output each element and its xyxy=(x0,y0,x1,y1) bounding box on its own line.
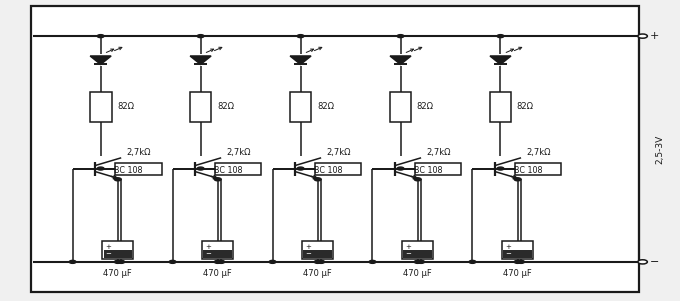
Text: 470 μF: 470 μF xyxy=(303,269,332,278)
Bar xyxy=(302,241,333,259)
Text: 2,7kΩ: 2,7kΩ xyxy=(126,148,151,157)
Circle shape xyxy=(397,167,404,170)
Polygon shape xyxy=(90,56,111,64)
Text: 82Ω: 82Ω xyxy=(417,102,434,111)
Text: 2,7kΩ: 2,7kΩ xyxy=(326,148,351,157)
Polygon shape xyxy=(390,56,411,64)
Circle shape xyxy=(497,35,504,38)
Bar xyxy=(303,250,332,258)
Text: 470 μF: 470 μF xyxy=(203,269,232,278)
Bar xyxy=(115,163,162,175)
Bar xyxy=(390,92,411,122)
Bar xyxy=(215,163,261,175)
Text: +: + xyxy=(305,244,311,250)
Circle shape xyxy=(114,178,121,181)
Circle shape xyxy=(214,260,221,263)
Circle shape xyxy=(369,260,376,263)
Bar xyxy=(103,250,132,258)
Circle shape xyxy=(169,260,176,263)
Circle shape xyxy=(397,35,404,38)
Bar xyxy=(503,250,532,258)
Bar xyxy=(90,92,112,122)
Circle shape xyxy=(197,35,204,38)
Bar xyxy=(415,163,461,175)
Circle shape xyxy=(497,167,504,170)
Text: −: − xyxy=(205,252,211,257)
Bar xyxy=(102,241,133,259)
Circle shape xyxy=(114,260,121,263)
Text: −: − xyxy=(405,252,411,257)
Circle shape xyxy=(418,260,424,263)
Bar xyxy=(31,6,639,292)
Text: 470 μF: 470 μF xyxy=(103,269,132,278)
Circle shape xyxy=(97,167,104,170)
Text: −: − xyxy=(505,252,511,257)
Circle shape xyxy=(218,260,224,263)
Bar xyxy=(403,250,432,258)
Circle shape xyxy=(514,178,521,181)
Text: 470 μF: 470 μF xyxy=(403,269,432,278)
Text: 2,7kΩ: 2,7kΩ xyxy=(526,148,551,157)
Text: 2,7kΩ: 2,7kΩ xyxy=(226,148,251,157)
Text: BC 108: BC 108 xyxy=(414,166,443,175)
Bar xyxy=(202,241,233,259)
Bar xyxy=(190,92,211,122)
Bar xyxy=(490,92,511,122)
Text: 82Ω: 82Ω xyxy=(517,102,534,111)
Bar xyxy=(203,250,232,258)
Text: +: + xyxy=(405,244,411,250)
Circle shape xyxy=(297,167,304,170)
Bar xyxy=(502,241,533,259)
Circle shape xyxy=(469,260,476,263)
Polygon shape xyxy=(290,56,311,64)
Polygon shape xyxy=(490,56,511,64)
Text: BC 108: BC 108 xyxy=(314,166,343,175)
Text: +: + xyxy=(649,31,659,41)
Text: BC 108: BC 108 xyxy=(514,166,543,175)
Circle shape xyxy=(214,178,221,181)
Text: +: + xyxy=(205,244,211,250)
Text: −: − xyxy=(305,252,311,257)
Text: BC 108: BC 108 xyxy=(114,166,143,175)
Bar xyxy=(515,163,562,175)
Text: 470 μF: 470 μF xyxy=(503,269,532,278)
Circle shape xyxy=(414,178,421,181)
Polygon shape xyxy=(190,56,211,64)
Circle shape xyxy=(197,167,204,170)
Text: 82Ω: 82Ω xyxy=(317,102,334,111)
Bar xyxy=(402,241,433,259)
Circle shape xyxy=(638,34,647,38)
Circle shape xyxy=(97,35,104,38)
Text: 2,5-3V: 2,5-3V xyxy=(655,134,664,164)
Circle shape xyxy=(638,260,647,264)
Circle shape xyxy=(297,35,304,38)
Text: −: − xyxy=(105,252,112,257)
Bar xyxy=(316,163,362,175)
Text: −: − xyxy=(649,257,659,267)
Circle shape xyxy=(69,260,76,263)
Text: +: + xyxy=(105,244,112,250)
Bar xyxy=(290,92,311,122)
Circle shape xyxy=(314,260,321,263)
Text: BC 108: BC 108 xyxy=(214,166,243,175)
Circle shape xyxy=(269,260,276,263)
Circle shape xyxy=(118,260,124,263)
Circle shape xyxy=(514,260,521,263)
Circle shape xyxy=(414,260,421,263)
Circle shape xyxy=(318,260,324,263)
Circle shape xyxy=(517,260,524,263)
Text: 82Ω: 82Ω xyxy=(117,102,134,111)
Text: +: + xyxy=(505,244,511,250)
Text: 82Ω: 82Ω xyxy=(217,102,234,111)
Text: 2,7kΩ: 2,7kΩ xyxy=(426,148,451,157)
Circle shape xyxy=(314,178,321,181)
